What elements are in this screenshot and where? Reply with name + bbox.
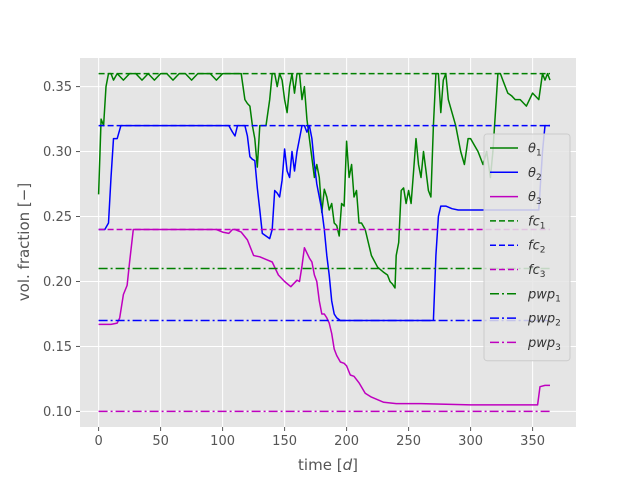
y-tick-label: 0.35	[43, 80, 72, 95]
x-axis-ticks: 0 50 100 150 200 250 300 350	[94, 427, 545, 449]
legend-label-θ2: θ2	[528, 166, 542, 183]
x-axis-label: time [d]	[298, 456, 358, 474]
series-line-θ3	[98, 228, 550, 406]
y-tick-label: 0.30	[43, 145, 72, 160]
y-tick-label: 0.15	[43, 340, 72, 355]
y-tick-label: 0.10	[43, 405, 72, 420]
legend-label-θ3: θ3	[528, 190, 542, 207]
y-tick-label: 0.25	[43, 210, 72, 225]
legend-label-pwp1: pwp1	[527, 287, 561, 304]
legend-box	[483, 133, 571, 362]
legend-label-pwp2: pwp2	[527, 312, 561, 329]
legend-label-pwp3: pwp3	[527, 336, 561, 353]
legend-label-θ1: θ1	[528, 142, 542, 159]
y-axis-ticks: 0.10 0.15 0.20 0.25 0.30 0.35	[43, 80, 80, 420]
x-tick-label: 200	[334, 434, 359, 449]
y-tick-label: 0.20	[43, 275, 72, 290]
x-tick-label: 350	[520, 434, 545, 449]
legend-label-fc3: fc3	[528, 263, 545, 280]
x-tick-label: 250	[396, 434, 421, 449]
x-tick-label: 100	[210, 434, 235, 449]
series-line-θ1	[97, 72, 551, 289]
x-tick-label: 150	[272, 434, 297, 449]
legend-label-fc2: fc2	[528, 239, 545, 256]
series-line-θ2	[98, 124, 550, 322]
x-tick-label: 300	[458, 434, 483, 449]
legend: θ1 θ2 θ3 fc1 fc2 fc3 pwp1 pwp2 pwp3	[483, 133, 571, 362]
series-lines	[97, 72, 551, 413]
legend-label-fc1: fc1	[528, 214, 545, 231]
x-tick-label: 50	[152, 434, 169, 449]
y-axis-label: vol. fraction [−]	[15, 183, 33, 301]
x-tick-label: 0	[94, 434, 102, 449]
